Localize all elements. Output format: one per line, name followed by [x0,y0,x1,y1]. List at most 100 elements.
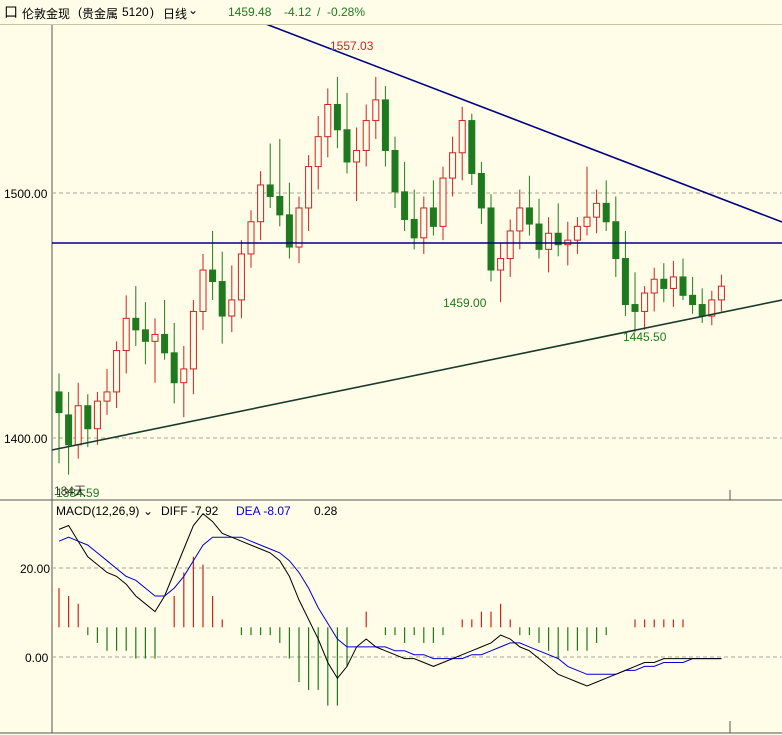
candle-down[interactable] [631,304,639,312]
market-paren-open: ( [78,5,82,19]
candle-up[interactable] [420,207,428,239]
candle-up[interactable] [353,149,361,163]
candle-down[interactable] [141,329,149,342]
candle-down[interactable] [401,191,409,220]
macd-panel [52,502,782,733]
candle-down[interactable] [132,317,140,331]
header-bar: 口 伦敦金现 ( 贵金属 5120 ) 日线 ⌄ 1459.48 -4.12 /… [0,0,782,25]
candle-up[interactable] [113,350,121,393]
candle-up[interactable] [439,177,447,227]
price-change-pct: -0.28% [327,5,366,19]
candle-up[interactable] [593,202,601,218]
market-name: 贵金属 [82,7,119,21]
annotation-low: 1384.59 [56,486,100,500]
candle-down[interactable] [477,172,485,209]
candle-up[interactable] [122,317,130,352]
candle-down[interactable] [468,120,476,174]
candle-down[interactable] [689,294,697,306]
candle-up[interactable] [74,405,82,446]
candle-down[interactable] [621,258,629,306]
candle-up[interactable] [189,310,197,370]
candle-down[interactable] [698,304,706,317]
annotation-1459: 1459.00 [443,296,487,310]
candle-down[interactable] [266,184,274,197]
candle-up[interactable] [199,269,207,312]
candle-up[interactable] [362,120,370,151]
diff-line [58,512,722,687]
candle-down[interactable] [525,207,533,225]
candle-up[interactable] [372,99,380,122]
candle-up[interactable] [545,232,553,250]
candle-down[interactable] [391,149,399,193]
candle-down[interactable] [535,223,543,250]
macd-diff-value: DIFF -7.92 [161,504,219,518]
macd-dropdown-icon[interactable]: ⌄ [143,504,153,518]
candle-down[interactable] [84,405,92,430]
macd-tick-20: 20.00 [20,562,50,576]
candles-group [55,76,725,475]
support-trendline[interactable] [51,299,782,451]
candle-up[interactable] [458,120,466,154]
candle-up[interactable] [314,136,322,168]
candle-up[interactable] [295,207,303,248]
resistance-trendline[interactable] [257,20,782,223]
corner-menu-icon[interactable]: 口 [4,4,18,20]
candle-down[interactable] [429,207,437,227]
candle-down[interactable] [602,202,610,223]
candle-down[interactable] [218,281,226,317]
candle-up[interactable] [93,400,101,430]
candle-up[interactable] [324,103,332,138]
y-tick-1500: 1500.00 [4,187,48,201]
symbol-name: 伦敦金现 [22,7,71,21]
macd-tick-0: 0.00 [25,651,49,665]
candle-down[interactable] [612,221,620,260]
candle-down[interactable] [209,269,217,283]
candle-up[interactable] [449,152,457,179]
market-paren-close: ) [150,5,154,19]
period-selector[interactable]: 日线 [163,7,188,21]
candle-up[interactable] [573,225,581,241]
candle-down[interactable] [410,218,418,239]
candle-up[interactable] [650,278,658,294]
candle-up[interactable] [103,391,111,402]
candle-up[interactable] [247,221,255,255]
macd-dea-value: DEA -8.07 [236,504,291,518]
candle-down[interactable] [161,333,169,354]
candle-up[interactable] [516,207,524,232]
candle-down[interactable] [276,195,284,216]
candle-down[interactable] [65,414,73,446]
annotation-1445: 1445.50 [623,330,667,344]
candle-down[interactable] [381,99,389,151]
candle-up[interactable] [497,258,505,271]
period-dropdown-icon[interactable]: ⌄ [188,3,199,17]
candle-down[interactable] [554,232,562,246]
macd-hist-value: 0.28 [314,504,338,518]
candle-up[interactable] [237,253,245,301]
macd-histogram [58,556,684,706]
candle-up[interactable] [717,285,725,301]
candle-down[interactable] [285,214,293,248]
candle-down[interactable] [55,391,63,414]
candle-down[interactable] [343,129,351,163]
candle-up[interactable] [506,230,514,260]
candle-up[interactable] [583,216,591,227]
candle-up[interactable] [151,333,159,342]
change-separator: / [317,5,321,19]
candle-down[interactable] [333,103,341,131]
candle-up[interactable] [641,292,649,312]
macd-label[interactable]: MACD(12,26,9) [56,504,139,518]
candle-down[interactable] [487,207,495,271]
candle-up[interactable] [305,166,313,209]
candle-up[interactable] [228,299,236,317]
candle-up[interactable] [669,276,677,289]
candle-up[interactable] [708,299,716,317]
candle-up[interactable] [180,368,188,384]
last-price: 1459.48 [228,5,272,19]
candle-down[interactable] [679,276,687,296]
price-change: -4.12 [284,5,312,19]
candle-down[interactable] [170,352,178,384]
symbol-code: 5120 [122,5,149,19]
candle-up[interactable] [257,184,265,223]
candle-down[interactable] [660,278,668,289]
